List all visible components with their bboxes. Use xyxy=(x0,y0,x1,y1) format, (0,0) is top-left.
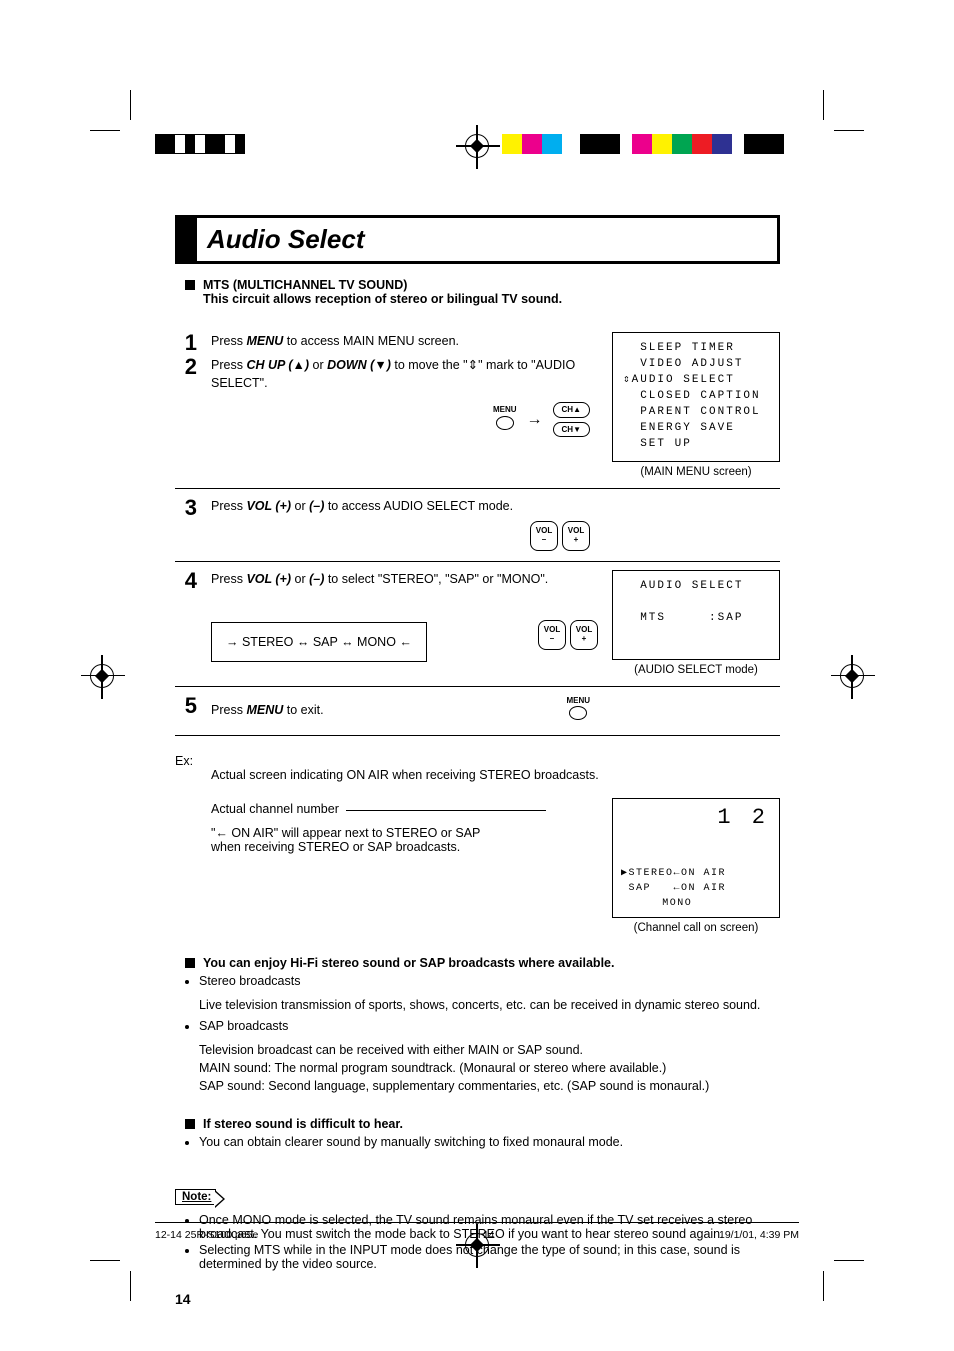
step4-text: Press VOL (+) or (–) to select "STEREO",… xyxy=(211,570,598,662)
mts-heading-line1: MTS (MULTICHANNEL TV SOUND) xyxy=(203,278,562,292)
square-bullet-icon xyxy=(185,958,195,968)
main-menu-osd: SLEEP TIMER VIDEO ADJUST ⇕AUDIO SELECT C… xyxy=(612,332,780,462)
note-tag: Note: xyxy=(175,1189,216,1205)
cycle-diagram: → STEREO ↔ SAP ↔ MONO ← xyxy=(211,622,427,662)
step-number: 2 xyxy=(175,356,197,437)
page-number: 14 xyxy=(175,1291,780,1307)
bw-strip-icon xyxy=(155,134,245,154)
footer-page: 14 xyxy=(483,1229,495,1241)
menu-button-icon xyxy=(496,416,514,430)
sap-desc-2: MAIN sound: The normal program soundtrac… xyxy=(199,1059,780,1077)
audio-select-osd: AUDIO SELECT MTS :SAP xyxy=(612,570,780,660)
channel-call-screen: 1 2 ▶STEREO←ON AIR SAP ←ON AIR MONO xyxy=(612,798,780,918)
main-menu-caption: (MAIN MENU screen) xyxy=(612,466,780,478)
vol-minus-button-icon: VOL– xyxy=(530,521,558,551)
mts-heading: MTS (MULTICHANNEL TV SOUND) This circuit… xyxy=(185,278,780,306)
sap-broadcasts-item: SAP broadcasts xyxy=(199,1019,780,1033)
step3-text: Press VOL (+) or (–) to access AUDIO SEL… xyxy=(211,497,598,551)
footer-filename: 12-14 25R-S100.p65e xyxy=(155,1229,258,1241)
step5-text: Press MENU to exit. MENU xyxy=(211,695,598,726)
vol-plus-button-icon: VOL+ xyxy=(570,620,598,650)
audio-select-caption: (AUDIO SELECT mode) xyxy=(612,664,780,676)
menu-btn-label: MENU xyxy=(566,695,590,707)
menu-btn-label: MENU xyxy=(493,404,517,416)
step-number: 1 xyxy=(175,332,197,354)
registration-mark-icon xyxy=(465,134,489,158)
ch-down-button-icon: CH▼ xyxy=(553,422,590,438)
color-bar-right xyxy=(502,134,784,154)
difficult-heading: If stereo sound is difficult to hear. xyxy=(185,1117,780,1131)
vol-minus-button-icon: VOL– xyxy=(538,620,566,650)
registration-mark-icon xyxy=(90,664,114,688)
channel-mode-list: ▶STEREO←ON AIR SAP ←ON AIR MONO xyxy=(621,866,726,911)
page: Audio Select MTS (MULTICHANNEL TV SOUND)… xyxy=(0,0,954,1351)
sap-desc-1: Television broadcast can be received wit… xyxy=(199,1041,780,1059)
channel-number: 1 2 xyxy=(717,805,769,830)
stereo-broadcasts-desc: Live television transmission of sports, … xyxy=(199,996,780,1014)
registration-side-right xyxy=(840,664,864,688)
step1-text: Press MENU to access MAIN MENU screen. xyxy=(211,332,598,354)
pointer-on-air: "← ON AIR" will appear next to STEREO or… xyxy=(211,826,511,854)
arrow-right-icon: → xyxy=(527,408,543,431)
page-title: Audio Select xyxy=(175,215,780,264)
ex-label: Ex: xyxy=(175,754,780,768)
monaural-tip: You can obtain clearer sound by manually… xyxy=(199,1135,780,1149)
sap-desc-3: SAP sound: Second language, supplementar… xyxy=(199,1077,780,1095)
hifi-heading: You can enjoy Hi-Fi stereo sound or SAP … xyxy=(185,956,780,970)
note-item-2: Selecting MTS while in the INPUT mode do… xyxy=(199,1243,780,1271)
vol-plus-button-icon: VOL+ xyxy=(562,521,590,551)
footer-date: 19/1/01, 4:39 PM xyxy=(719,1229,799,1241)
ex-desc: Actual screen indicating ON AIR when rec… xyxy=(211,768,780,782)
step-number: 3 xyxy=(175,497,197,551)
step2-text: Press CH UP (▲) or DOWN (▼) to move the … xyxy=(211,356,598,437)
footer-meta: 12-14 25R-S100.p65e 14 19/1/01, 4:39 PM xyxy=(155,1222,799,1241)
square-bullet-icon xyxy=(185,280,195,290)
ch-up-button-icon: CH▲ xyxy=(553,402,590,418)
stereo-broadcasts-item: Stereo broadcasts xyxy=(199,974,780,988)
pointer-channel-number: Actual channel number xyxy=(211,802,592,816)
registration-row-top xyxy=(0,130,954,162)
menu-button-icon xyxy=(569,706,587,720)
step-number: 4 xyxy=(175,570,197,592)
square-bullet-icon xyxy=(185,1119,195,1129)
mts-heading-line2: This circuit allows reception of stereo … xyxy=(203,292,562,306)
registration-mark-icon xyxy=(840,664,864,688)
step-number: 5 xyxy=(175,695,197,726)
color-bar-left xyxy=(155,134,245,154)
registration-side-left xyxy=(90,664,114,688)
content-area: Audio Select MTS (MULTICHANNEL TV SOUND)… xyxy=(175,215,780,1307)
channel-call-caption: (Channel call on screen) xyxy=(612,922,780,934)
